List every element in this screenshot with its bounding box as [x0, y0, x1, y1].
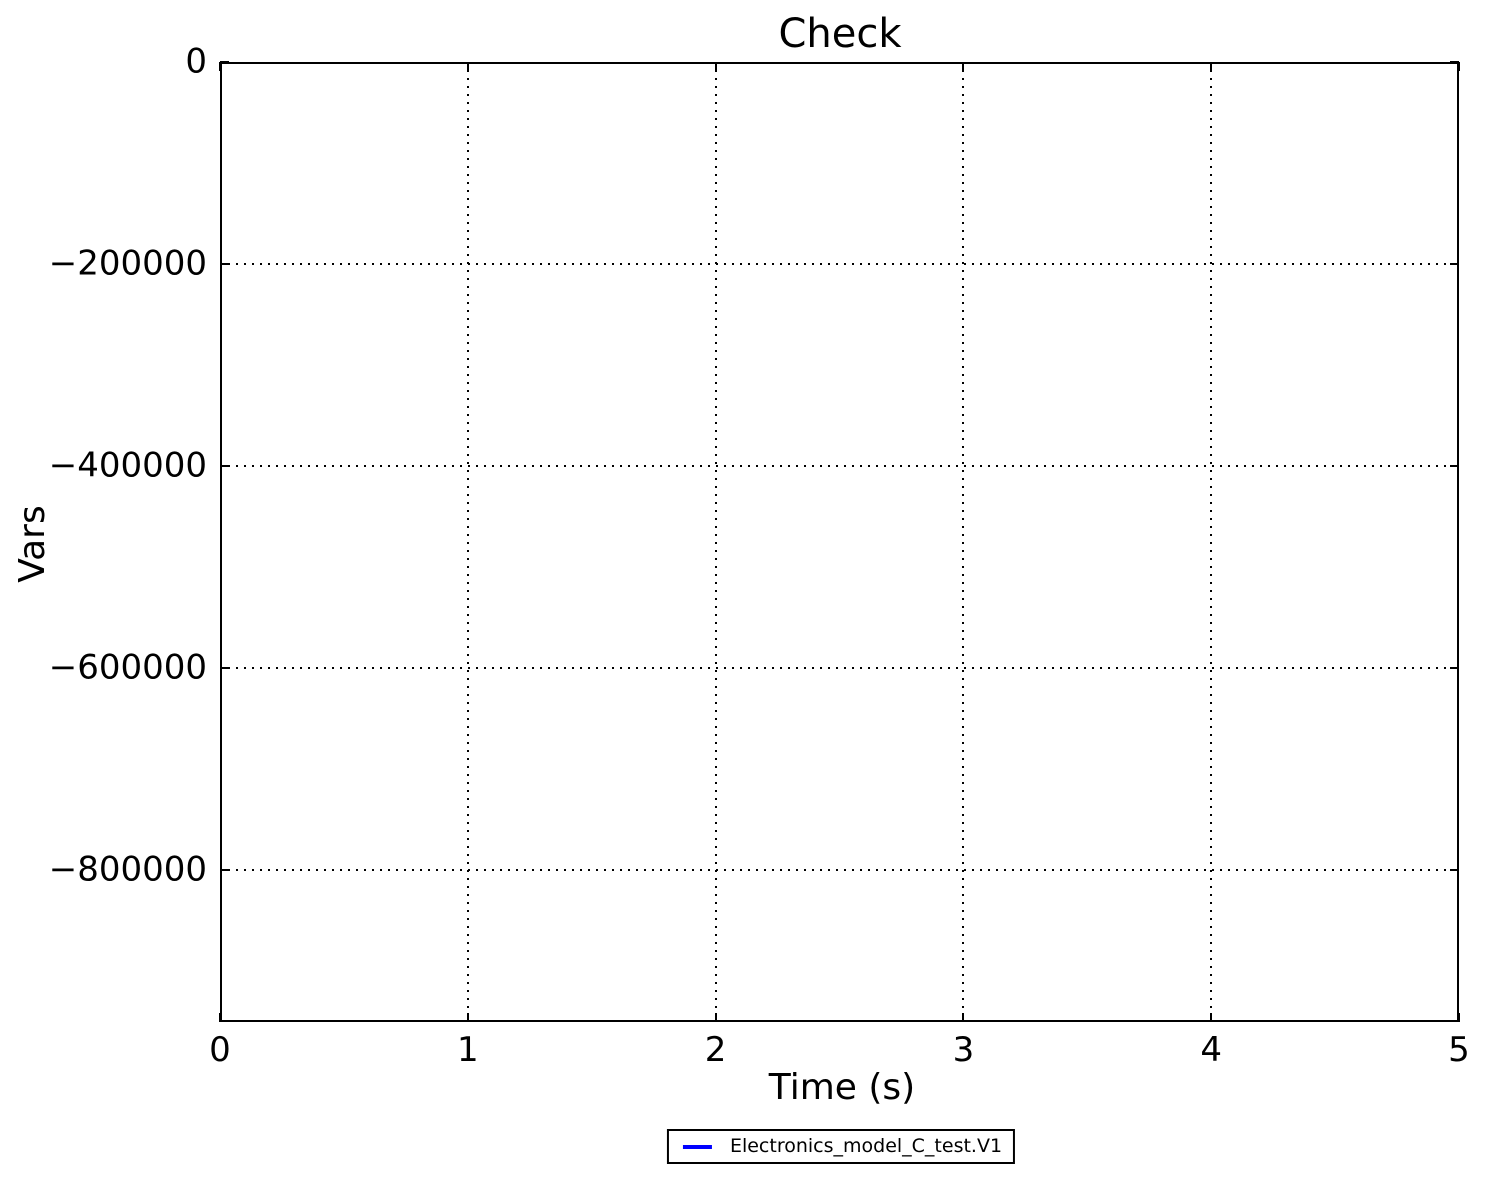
v-gridline	[1210, 62, 1213, 1022]
chart-title: Check	[778, 11, 902, 57]
y-tick-label: −400000	[48, 445, 207, 486]
x-tick-mark-top	[466, 62, 469, 71]
v-gridline	[466, 62, 469, 1022]
y-tick-mark-right	[1450, 667, 1459, 670]
plot-area	[219, 61, 1460, 1022]
y-tick-mark-right	[1450, 263, 1459, 266]
v-gridline	[962, 62, 965, 1022]
x-tick-mark-top	[1210, 62, 1213, 71]
h-gridline	[220, 667, 1459, 670]
y-tick-mark-right	[1450, 869, 1459, 872]
x-tick-label: 4	[1200, 1030, 1223, 1070]
y-axis-label: Vars	[12, 505, 54, 583]
y-tick-mark-left	[220, 465, 229, 468]
legend-label: Electronics_model_C_test.V1	[729, 1135, 1003, 1157]
x-tick-mark-bottom	[1458, 1013, 1460, 1022]
x-tick-mark-top	[219, 62, 221, 71]
x-tick-label: 0	[209, 1030, 231, 1070]
x-tick-mark-bottom	[219, 1013, 221, 1022]
x-tick-mark-bottom	[962, 1013, 965, 1022]
x-tick-mark-bottom	[714, 1013, 717, 1022]
h-gridline	[220, 465, 1459, 468]
y-tick-mark-left	[220, 263, 229, 266]
x-tick-label: 1	[456, 1030, 479, 1070]
h-gridline	[220, 869, 1459, 872]
y-tick-mark-right	[1450, 465, 1459, 468]
y-tick-mark-left	[220, 61, 229, 63]
x-tick-mark-top	[962, 62, 965, 71]
x-tick-label: 3	[952, 1030, 975, 1070]
x-tick-label: 5	[1448, 1030, 1470, 1070]
h-gridline	[220, 263, 1459, 266]
x-tick-label: 2	[704, 1030, 727, 1070]
y-tick-mark-right	[1450, 61, 1459, 63]
legend-swatch-line	[682, 1144, 712, 1149]
y-tick-label: −600000	[48, 647, 207, 688]
legend: Electronics_model_C_test.V1	[666, 1129, 1016, 1164]
y-tick-label: −800000	[48, 849, 207, 890]
y-tick-label: −200000	[48, 243, 207, 284]
x-tick-mark-top	[1458, 62, 1460, 71]
x-tick-mark-bottom	[466, 1013, 469, 1022]
y-tick-mark-left	[220, 667, 229, 670]
x-tick-mark-bottom	[1210, 1013, 1213, 1022]
v-gridline	[714, 62, 717, 1022]
x-tick-mark-top	[714, 62, 717, 71]
x-axis-label: Time (s)	[768, 1067, 916, 1108]
y-tick-mark-left	[220, 869, 229, 872]
y-tick-label: 0	[185, 41, 207, 82]
series-layer	[220, 62, 1459, 1022]
